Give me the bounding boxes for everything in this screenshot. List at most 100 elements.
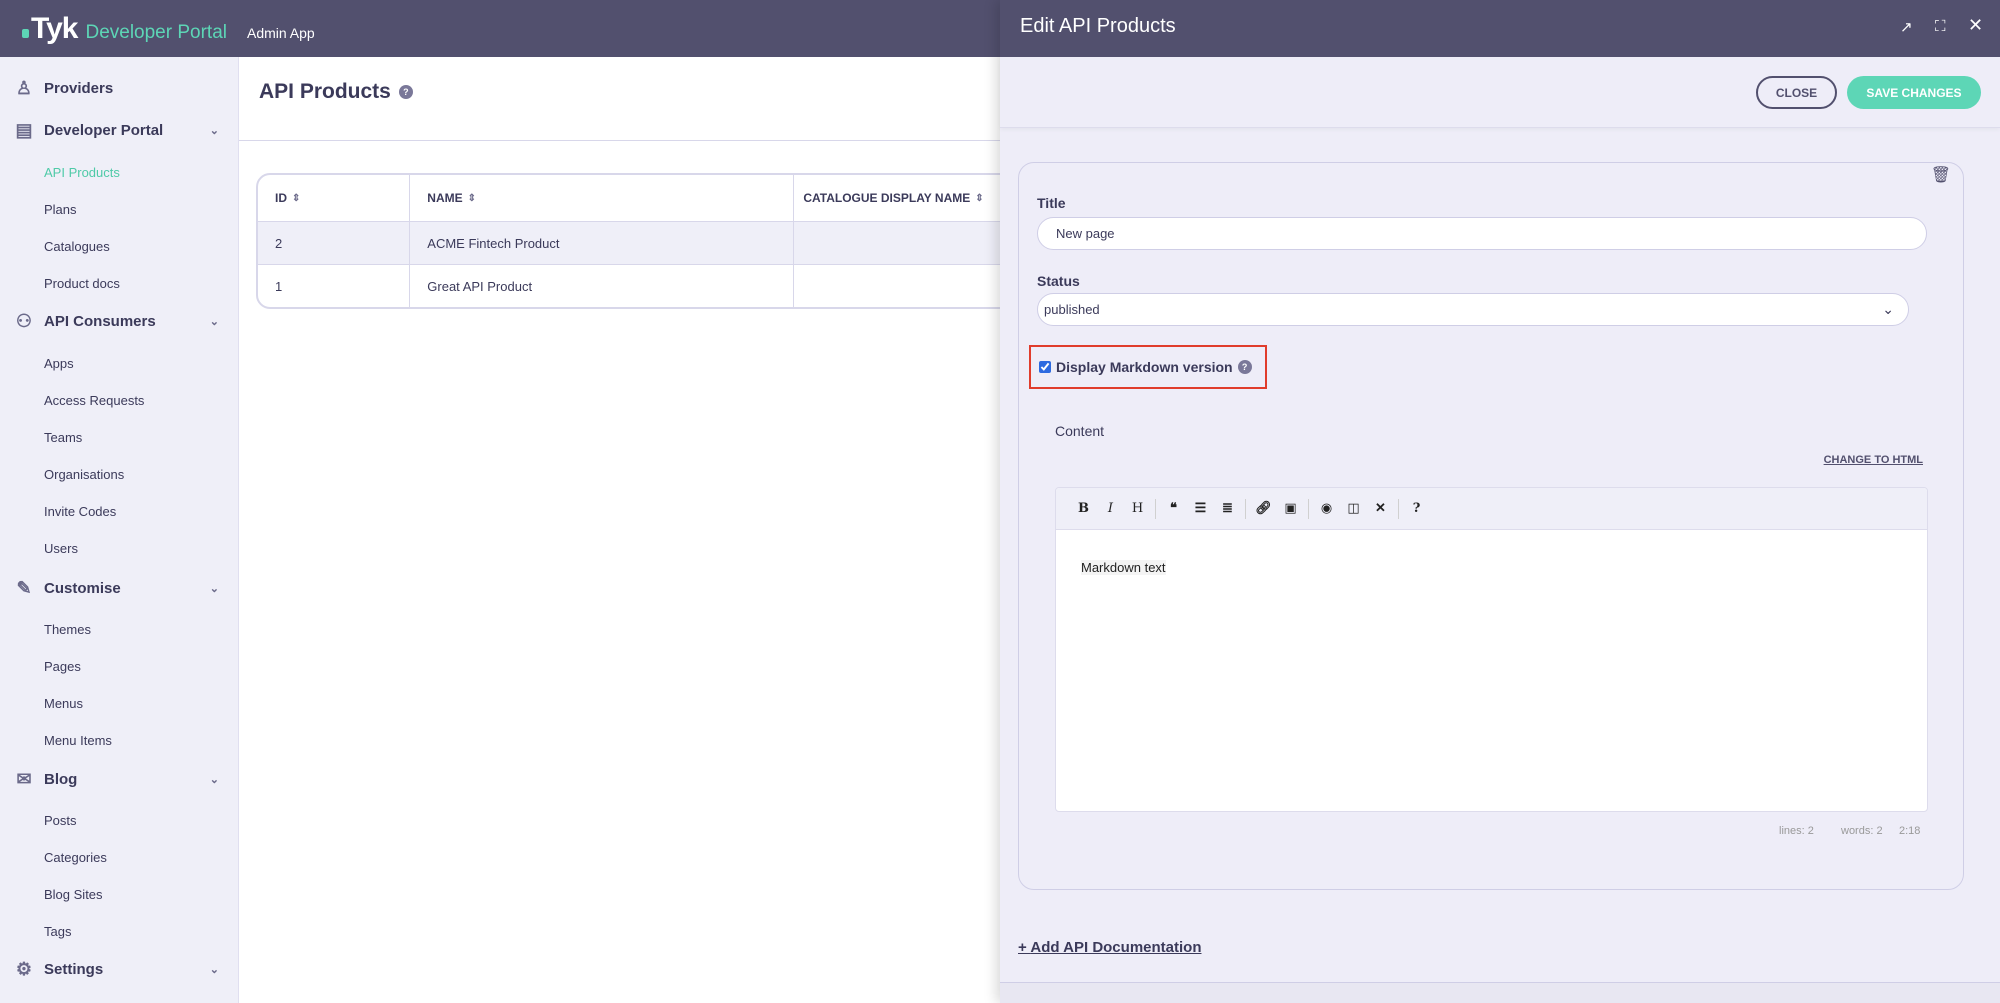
table-row[interactable]: 1 Great API Product bbox=[258, 264, 1054, 307]
cursor-position: 2:18 bbox=[1899, 825, 1921, 837]
sidebar-item-teams[interactable]: Teams bbox=[44, 429, 83, 445]
help-icon[interactable]: ? bbox=[1237, 360, 1252, 374]
bold-icon[interactable]: B bbox=[1078, 501, 1089, 516]
open-external-icon[interactable]: ↗ bbox=[1900, 19, 1913, 36]
sidebar-section-label: Blog bbox=[44, 770, 78, 788]
column-header-catalogue[interactable]: CATALOGUE DISPLAY NAME ⇕ bbox=[794, 175, 1054, 221]
chevron-down-icon[interactable]: ⌄ bbox=[209, 773, 219, 786]
separator bbox=[1308, 498, 1309, 519]
words-count: words: 2 bbox=[1841, 825, 1883, 837]
logo-tyk: Tyk bbox=[22, 12, 78, 46]
logo-product: Developer Portal bbox=[85, 22, 227, 43]
sidebar-section-customise[interactable]: ✎ Customise ⌄ bbox=[0, 576, 239, 600]
table-row[interactable]: 2 ACME Fintech Product bbox=[258, 221, 1054, 264]
markdown-checkbox[interactable] bbox=[1039, 361, 1051, 373]
sidebar-item-access-requests[interactable]: Access Requests bbox=[44, 392, 145, 408]
preview-eye-icon[interactable]: ◉ bbox=[1320, 501, 1333, 516]
link-icon[interactable]: 🔗︎ bbox=[1255, 501, 1272, 516]
status-value: published bbox=[1044, 302, 1100, 317]
sidebar-section-developer-portal[interactable]: ▤ Developer Portal ⌄ bbox=[0, 118, 239, 142]
close-button[interactable]: CLOSE bbox=[1756, 76, 1837, 109]
editor-toolbar: B I H ❝ ☰ ≣ 🔗︎ ▣ ◉ ◫ ✕ ? bbox=[1056, 488, 1927, 530]
sidebar-item-themes[interactable]: Themes bbox=[44, 621, 91, 637]
column-header-name[interactable]: NAME ⇕ bbox=[410, 175, 795, 221]
sort-icon[interactable]: ⇕ bbox=[292, 192, 301, 204]
logo[interactable]: Tyk Developer Portal Admin App bbox=[22, 12, 315, 46]
sidebar-item-blog-sites[interactable]: Blog Sites bbox=[44, 886, 103, 902]
sidebar-item-categories[interactable]: Categories bbox=[44, 849, 107, 865]
column-header-id[interactable]: ID ⇕ bbox=[258, 175, 411, 221]
save-changes-button[interactable]: SAVE CHANGES bbox=[1847, 76, 1981, 109]
image-icon[interactable]: ▣ bbox=[1284, 501, 1297, 516]
plus-icon: + bbox=[1018, 939, 1031, 956]
page-title: API Products ? bbox=[259, 80, 413, 104]
status-label: Status bbox=[1037, 273, 1080, 289]
sidebar-item-plans[interactable]: Plans bbox=[44, 201, 77, 217]
unordered-list-icon[interactable]: ☰ bbox=[1194, 501, 1207, 516]
status-select[interactable]: published ⌄ bbox=[1037, 293, 1909, 326]
sort-icon[interactable]: ⇕ bbox=[975, 192, 984, 204]
sidebar-item-menus[interactable]: Menus bbox=[44, 695, 84, 711]
sidebar-section-blog[interactable]: ✉ Blog ⌄ bbox=[0, 767, 239, 791]
markdown-toggle-highlight: Display Markdown version ? bbox=[1029, 345, 1267, 389]
sidebar-section-api-consumers[interactable]: ⚇ API Consumers ⌄ bbox=[0, 309, 239, 333]
sidebar-item-menu-items[interactable]: Menu Items bbox=[44, 732, 112, 748]
sidebar-item-users[interactable]: Users bbox=[44, 540, 78, 556]
trash-icon[interactable]: 🗑 bbox=[1930, 167, 1951, 184]
page-card: 🗑 Title New page Status published ⌄ Disp… bbox=[1018, 162, 1964, 890]
title-label: Title bbox=[1037, 195, 1066, 211]
main-content: API Products ? ID ⇕ NAME ⇕ CATALOGUE DISPL… bbox=[239, 57, 1056, 1003]
expand-icon[interactable]: ⛶ bbox=[1935, 18, 1946, 35]
sidebar-section-providers[interactable]: ♙ Providers bbox=[0, 76, 239, 100]
drawer-actions: CLOSE SAVE CHANGES bbox=[1000, 57, 2000, 128]
sidebar-item-catalogues[interactable]: Catalogues bbox=[44, 238, 110, 254]
sidebar-item-organisations[interactable]: Organisations bbox=[44, 466, 125, 482]
sidebar-item-invite-codes[interactable]: Invite Codes bbox=[44, 503, 117, 519]
sidebar-item-posts[interactable]: Posts bbox=[44, 812, 77, 828]
side-by-side-icon[interactable]: ◫ bbox=[1347, 501, 1360, 516]
sidebar-item-tags[interactable]: Tags bbox=[44, 923, 72, 939]
cell-id: 2 bbox=[258, 222, 411, 264]
fullscreen-icon[interactable]: ✕ bbox=[1375, 501, 1386, 516]
sidebar-section-settings[interactable]: ⚙ Settings ⌄ bbox=[0, 957, 239, 981]
chevron-down-icon[interactable]: ⌄ bbox=[209, 124, 219, 137]
sort-icon[interactable]: ⇕ bbox=[467, 192, 477, 204]
help-icon[interactable]: ? bbox=[398, 85, 413, 99]
edit-drawer: Edit API Products ↗ ⛶ ✕ CLOSE SAVE CHANG… bbox=[1000, 0, 2000, 1003]
page-title-text: API Products bbox=[259, 80, 391, 103]
sidebar-section-label: Providers bbox=[44, 79, 114, 97]
sidebar-item-pages[interactable]: Pages bbox=[44, 658, 81, 674]
quote-icon[interactable]: ❝ bbox=[1170, 501, 1177, 516]
developer-portal-icon: ▤ bbox=[15, 120, 33, 140]
chevron-down-icon[interactable]: ⌄ bbox=[209, 582, 219, 595]
italic-icon[interactable]: I bbox=[1107, 501, 1114, 516]
drawer-footer bbox=[1000, 982, 2000, 1003]
guide-help-icon[interactable]: ? bbox=[1412, 501, 1421, 516]
cell-id: 1 bbox=[258, 265, 411, 307]
ordered-list-icon[interactable]: ≣ bbox=[1222, 501, 1233, 516]
add-doc-label: Add API Documentation bbox=[1030, 939, 1202, 956]
change-to-html-link[interactable]: CHANGE TO HTML bbox=[1823, 454, 1923, 466]
sidebar: ♙ Providers ▤ Developer Portal ⌄ API Products… bbox=[0, 57, 239, 1003]
drawer-header: Edit API Products ↗ ⛶ ✕ bbox=[1000, 0, 2000, 57]
brush-icon: ✎ bbox=[16, 578, 32, 598]
close-icon[interactable]: ✕ bbox=[1968, 15, 1984, 35]
sidebar-section-label: Settings bbox=[44, 960, 104, 978]
heading-icon[interactable]: H bbox=[1131, 501, 1144, 516]
content-label: Content bbox=[1055, 423, 1105, 439]
markdown-editor[interactable]: B I H ❝ ☰ ≣ 🔗︎ ▣ ◉ ◫ ✕ ? Markdown text bbox=[1055, 487, 1928, 812]
separator bbox=[1155, 498, 1156, 519]
sidebar-item-api-products[interactable]: API Products bbox=[44, 164, 120, 180]
cell-name: ACME Fintech Product bbox=[410, 222, 795, 264]
chevron-down-icon: ⌄ bbox=[1882, 301, 1894, 317]
separator bbox=[1398, 498, 1399, 519]
sidebar-section-label: Customise bbox=[44, 579, 121, 597]
chevron-down-icon[interactable]: ⌄ bbox=[209, 315, 219, 328]
title-input[interactable]: New page bbox=[1037, 217, 1927, 250]
chevron-down-icon[interactable]: ⌄ bbox=[209, 963, 219, 976]
sidebar-item-product-docs[interactable]: Product docs bbox=[44, 275, 120, 291]
add-api-documentation-link[interactable]: + Add API Documentation bbox=[1018, 939, 1201, 956]
api-consumers-icon: ⚇ bbox=[15, 311, 33, 331]
sidebar-item-apps[interactable]: Apps bbox=[44, 355, 74, 371]
lines-count: lines: 2 bbox=[1779, 825, 1814, 837]
